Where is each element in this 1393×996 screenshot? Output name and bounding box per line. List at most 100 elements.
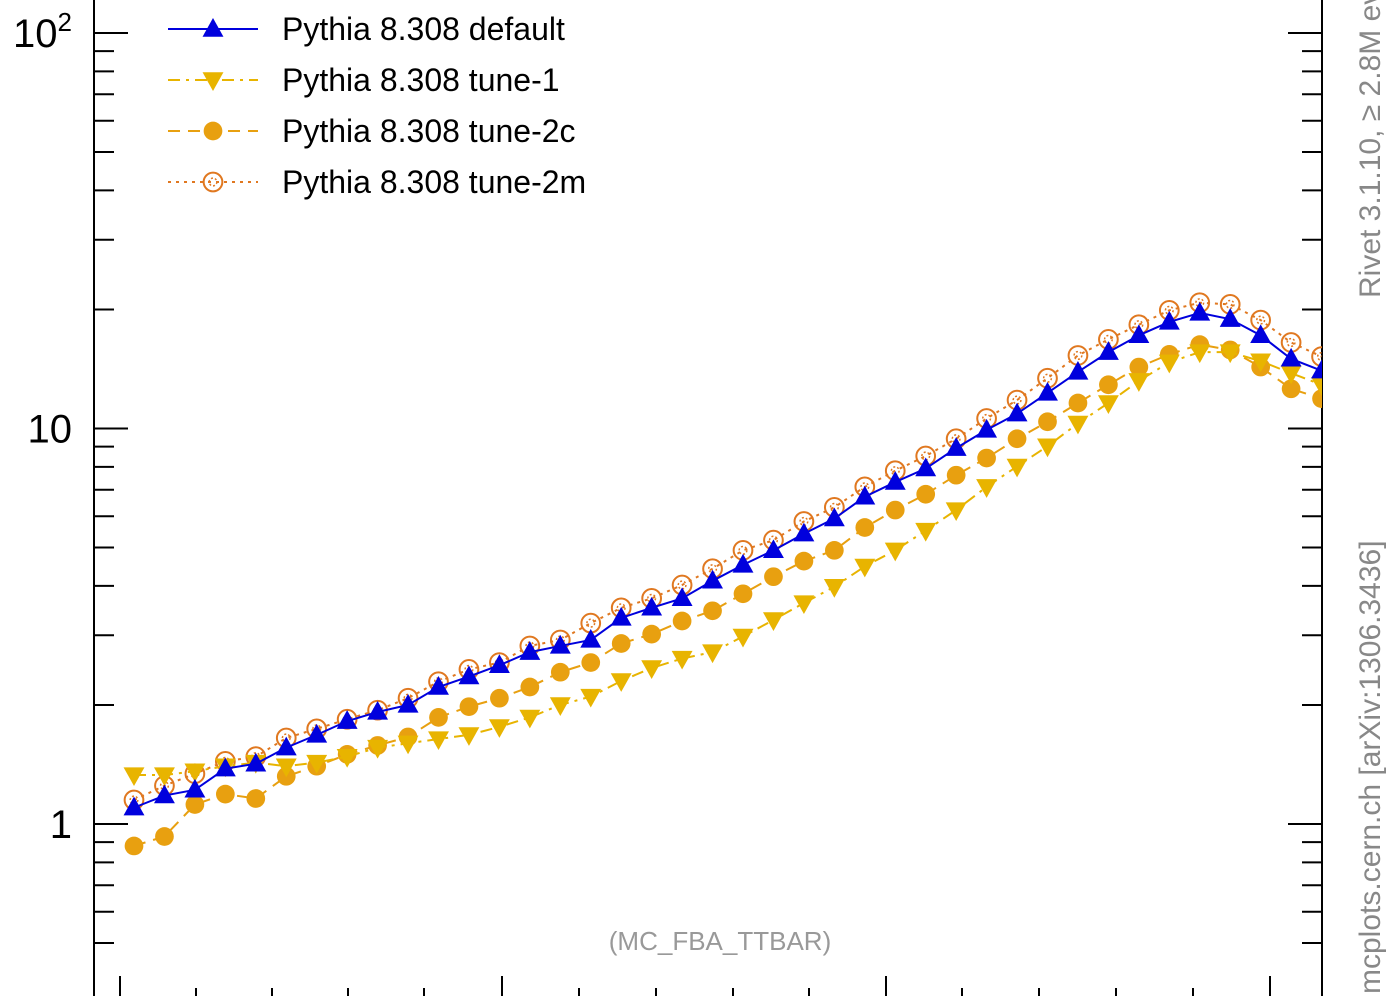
- data-point: [1037, 438, 1058, 458]
- data-point: [519, 709, 541, 729]
- data-point-inner: [1256, 315, 1266, 325]
- data-point: [336, 748, 358, 768]
- data-point-inner: [1225, 299, 1235, 309]
- data-point: [550, 662, 570, 682]
- series-line: [133, 311, 1322, 809]
- legend-label: Pythia 8.308 tune-1: [282, 62, 560, 98]
- legend: Pythia 8.308 default Pythia 8.308 tune-1 P…: [168, 11, 586, 200]
- data-point: [580, 628, 602, 648]
- data-point: [823, 507, 845, 527]
- y-tick-label: 102: [13, 7, 72, 56]
- data-point: [854, 558, 876, 578]
- data-point: [155, 827, 174, 846]
- data-point: [428, 676, 449, 695]
- data-point: [825, 540, 844, 560]
- rivet-version-label: Rivet 3.1.10, ≥ 2.8M events: [1354, 0, 1387, 298]
- data-point: [216, 784, 235, 804]
- data-point: [202, 18, 224, 37]
- plot-frame: [93, 0, 1323, 996]
- data-point: [459, 697, 479, 717]
- data-point: [1311, 377, 1322, 396]
- data-point: [275, 758, 297, 778]
- data-point: [946, 465, 966, 485]
- data-point: [123, 767, 145, 787]
- data-point: [1037, 381, 1058, 401]
- data-point: [367, 700, 389, 720]
- data-point: [1219, 308, 1241, 327]
- data-point: [185, 795, 205, 814]
- series-pythia-8-308-default: [123, 301, 1322, 816]
- legend-label: Pythia 8.308 tune-2m: [282, 164, 586, 200]
- data-point: [154, 767, 175, 787]
- legend-label: Pythia 8.308 tune-2c: [282, 113, 576, 149]
- data-point: [490, 688, 509, 708]
- series-pythia-8-308-tune-2c: [124, 335, 1322, 856]
- data-point: [520, 677, 540, 697]
- data-point: [1158, 354, 1180, 374]
- data-point: [611, 634, 631, 653]
- data-point: [884, 542, 906, 562]
- data-point: [184, 778, 206, 798]
- data-point: [549, 634, 571, 654]
- data-point: [245, 752, 267, 772]
- data-point: [429, 708, 448, 727]
- data-point-inner: [1073, 350, 1083, 361]
- data-point: [732, 553, 754, 573]
- data-point: [458, 665, 480, 685]
- data-point-inner: [586, 618, 596, 628]
- data-point: [306, 723, 328, 743]
- data-point: [1006, 458, 1028, 478]
- data-point: [519, 641, 541, 660]
- data-point: [428, 731, 449, 751]
- series-layer: [123, 292, 1322, 856]
- data-point: [275, 736, 297, 756]
- data-point: [203, 121, 223, 141]
- data-point: [581, 653, 601, 672]
- data-point: [1038, 412, 1057, 432]
- data-point: [1250, 353, 1272, 373]
- mcplots-source-label: mcplots.cern.ch [arXiv:1306.3436]: [1354, 540, 1387, 994]
- analysis-annotation: (MC_FBA_TTBAR): [609, 926, 831, 956]
- data-point: [977, 448, 996, 468]
- data-point: [733, 584, 753, 604]
- data-point: [1067, 360, 1089, 380]
- data-point: [702, 644, 723, 664]
- legend-label: Pythia 8.308 default: [282, 11, 565, 47]
- data-point: [184, 763, 206, 783]
- series-line: [134, 351, 1322, 777]
- data-point-inner: [1042, 373, 1053, 383]
- data-point: [458, 727, 480, 746]
- data-point: [823, 579, 845, 598]
- data-point: [1189, 301, 1211, 321]
- data-point: [488, 654, 510, 673]
- data-point: [1128, 324, 1150, 344]
- data-point: [1280, 365, 1302, 385]
- axis-ticks: [94, 32, 1322, 996]
- series-pythia-8-308-tune-1: [123, 344, 1322, 787]
- data-point: [1068, 393, 1088, 413]
- data-point: [1281, 379, 1301, 399]
- data-point: [1097, 341, 1119, 360]
- data-point: [610, 673, 632, 692]
- series-pythia-8-308-tune-2m: [123, 292, 1322, 811]
- data-point-inner: [1286, 337, 1296, 348]
- data-point: [945, 502, 967, 522]
- data-point: [246, 789, 266, 808]
- data-point: [1129, 357, 1149, 377]
- data-point: [976, 479, 998, 498]
- legend-entry: Pythia 8.308 tune-2m: [168, 164, 586, 200]
- data-point: [671, 587, 693, 607]
- data-point: [1067, 415, 1089, 435]
- data-point: [1250, 324, 1272, 344]
- legend-entry: Pythia 8.308 tune-2c: [168, 113, 576, 149]
- data-point: [202, 72, 224, 91]
- data-point: [764, 567, 783, 587]
- data-point: [336, 710, 358, 729]
- legend-entry: Pythia 8.308 default: [168, 11, 565, 47]
- data-point: [793, 522, 815, 542]
- data-point: [124, 836, 144, 856]
- y-tick-label: 10: [28, 408, 73, 452]
- data-point: [1099, 375, 1118, 395]
- data-point: [794, 551, 814, 571]
